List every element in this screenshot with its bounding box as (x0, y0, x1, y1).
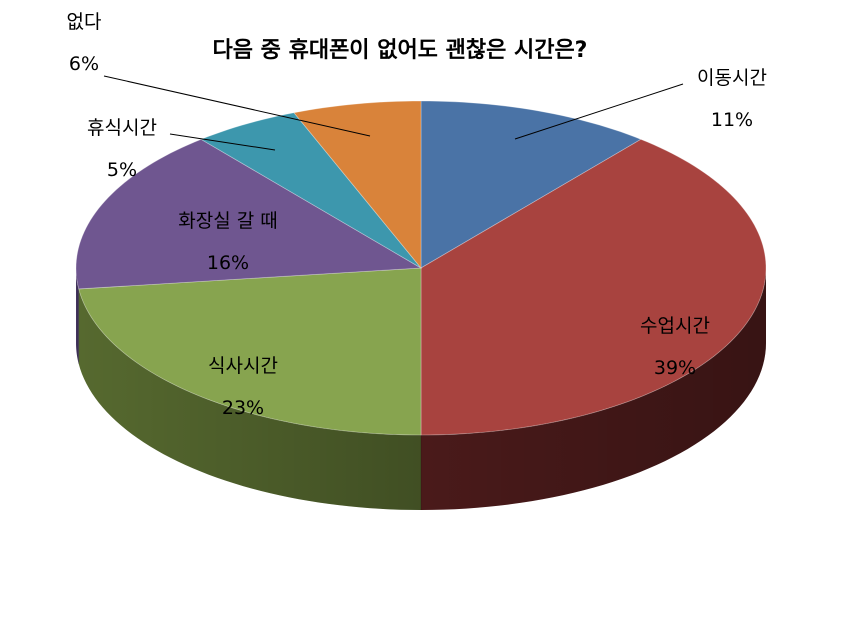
slice-move (420, 100, 642, 269)
pie-slices (75, 100, 767, 436)
slice-meal (78, 267, 422, 436)
slice-none (293, 100, 422, 270)
slice-side-shade-class (421, 268, 766, 510)
value-label-restroom: 16% (207, 252, 249, 274)
data-labels: 이동시간 11% 수업시간 39% 식사시간 23% 화장실 갈 때 16% 휴식시간 5% 없다 6… (67, 11, 767, 419)
category-label-move: 이동시간 (697, 67, 767, 89)
slice-side-shade-meal (78, 288, 421, 510)
category-label-none: 없다 (67, 11, 102, 33)
category-label-meal: 식사시간 (208, 355, 278, 377)
value-label-class: 39% (654, 357, 696, 379)
value-label-rest: 5% (107, 159, 137, 181)
slice-class (420, 138, 767, 436)
leader-line-rest (169, 133, 276, 151)
value-label-none: 6% (69, 53, 99, 75)
leader-lines (103, 75, 684, 151)
leader-line-move (514, 83, 684, 140)
slice-side-shade-restroom (76, 268, 79, 364)
slice-rest (200, 112, 422, 269)
leader-line-none (103, 75, 371, 137)
category-label-class: 수업시간 (640, 315, 710, 337)
slice-restroom (75, 138, 423, 290)
category-label-rest: 휴식시간 (87, 117, 157, 139)
chart-title: 다음 중 휴대폰이 없어도 괜찮은 시간은? (213, 38, 588, 63)
pie-sides (76, 268, 766, 510)
value-label-meal: 23% (222, 397, 264, 419)
value-label-move: 11% (711, 109, 753, 131)
category-label-restroom: 화장실 갈 때 (178, 210, 277, 232)
